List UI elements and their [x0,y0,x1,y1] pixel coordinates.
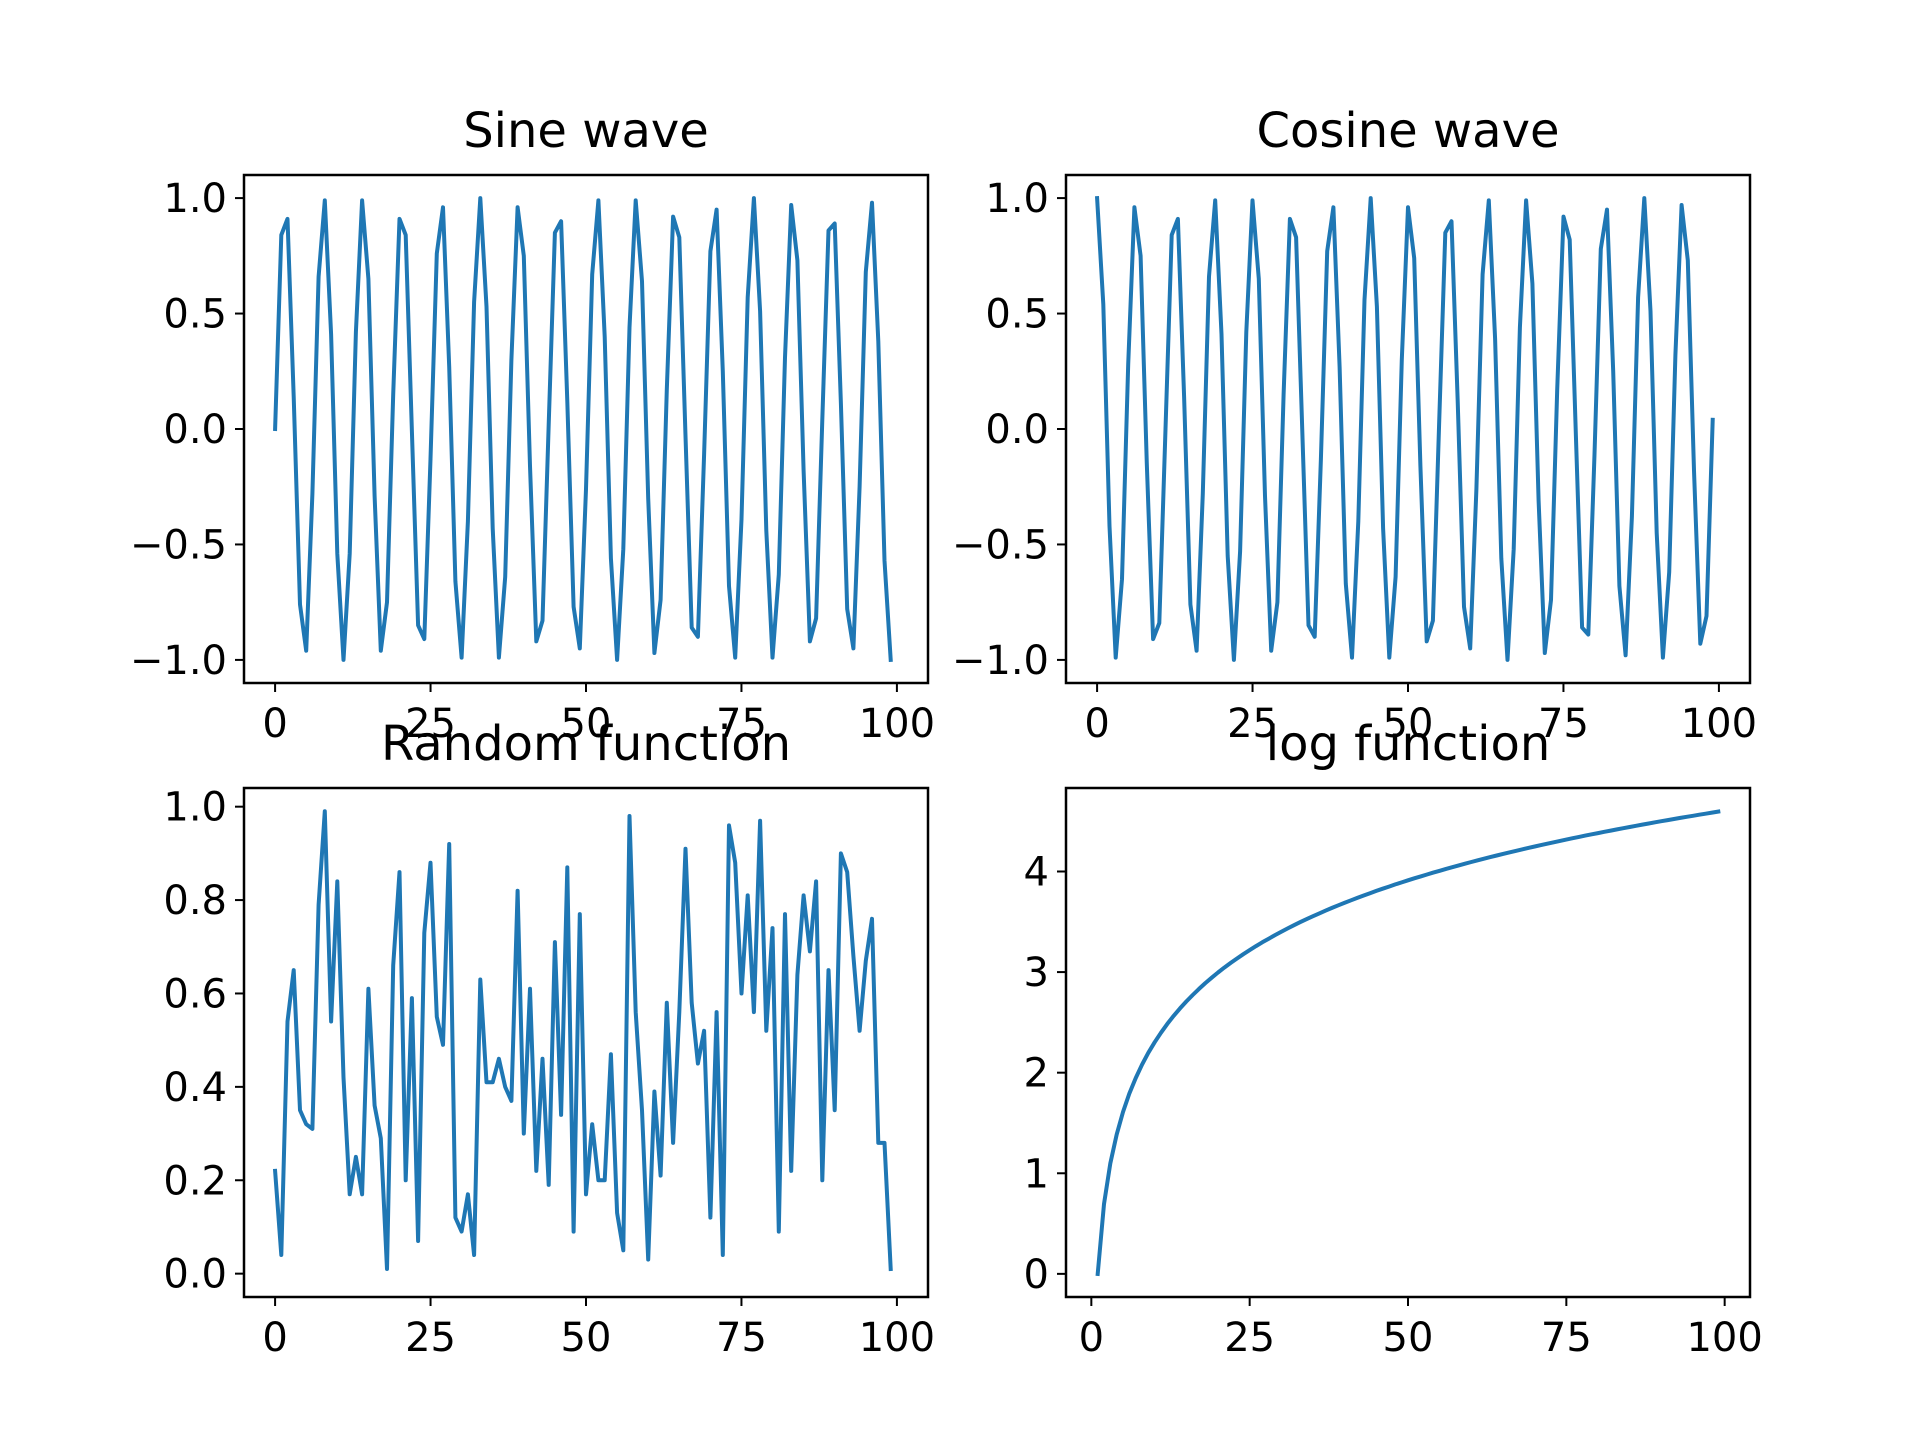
x-tick-label: 100 [859,701,935,747]
subplot-title: Cosine wave [1256,103,1559,159]
y-tick-label: 1 [1024,1151,1049,1197]
series-line [1094,195,1715,662]
x-tick-label: 50 [1383,701,1434,747]
y-tick-label: 0.6 [163,971,227,1017]
subplot-log-function: 0 25 50 75 100 0 1 2 3 4 log function [1024,716,1763,1361]
x-tick-label: 50 [561,701,612,747]
x-tick-label: 75 [1538,701,1589,747]
x-tick-label: 25 [405,701,456,747]
x-tick-label: 0 [1084,701,1109,747]
subplot-cosine-wave: 0 25 50 75 100 −1.0 −0.5 0.0 0.5 1.0 Cosine wave [952,103,1757,747]
y-tick-label: 0.5 [985,292,1049,338]
y-tick-label: 0.8 [163,878,227,924]
x-tick-label: 25 [1224,1315,1275,1361]
y-tick-label: 0.0 [163,407,227,453]
series-line [272,809,893,1272]
x-tick-label: 100 [859,1315,935,1361]
y-tick-label: 0.0 [985,407,1049,453]
y-tick-label: 0.5 [163,292,227,338]
x-tick-label: 100 [1681,701,1757,747]
x-tick-label: 100 [1686,1315,1762,1361]
x-tick-label: 25 [1227,701,1278,747]
x-tick-label: 25 [405,1315,456,1361]
y-tick-label: −0.5 [952,522,1049,568]
y-tick-label: 1.0 [163,176,227,222]
subplot-random-function: 0 25 50 75 100 0.0 0.2 0.4 0.6 0.8 1.0 Random funct… [163,716,935,1361]
x-tick-label: 75 [716,701,767,747]
x-tick-label: 75 [716,1315,767,1361]
y-tick-label: 3 [1024,950,1049,996]
y-tick-label: 2 [1024,1051,1049,1097]
series-line [273,196,893,663]
x-tick-label: 0 [262,701,287,747]
x-tick-label: 50 [1383,1315,1434,1361]
y-tick-label: −1.0 [130,638,227,684]
y-tick-label: 1.0 [985,176,1049,222]
x-tick-label: 50 [561,1315,612,1361]
y-tick-label: −0.5 [130,522,227,568]
subplot-title: Random function [381,716,791,772]
x-tick-label: 75 [1541,1315,1592,1361]
subplot-title: Sine wave [463,103,709,159]
subplot-sine-wave: 0 25 50 75 100 −1.0 −0.5 0.0 0.5 1.0 Sine wave [130,103,935,747]
y-tick-label: 1.0 [163,785,227,831]
y-tick-label: −1.0 [952,638,1049,684]
series-line [1095,809,1721,1277]
y-tick-label: 4 [1024,849,1049,895]
x-tick-label: 0 [1079,1315,1104,1361]
y-tick-label: 0.0 [163,1252,227,1298]
subplot-title: log function [1266,716,1551,772]
y-tick-label: 0 [1024,1252,1049,1298]
y-tick-label: 0.4 [163,1065,227,1111]
y-tick-label: 0.2 [163,1158,227,1204]
x-tick-label: 0 [262,1315,287,1361]
